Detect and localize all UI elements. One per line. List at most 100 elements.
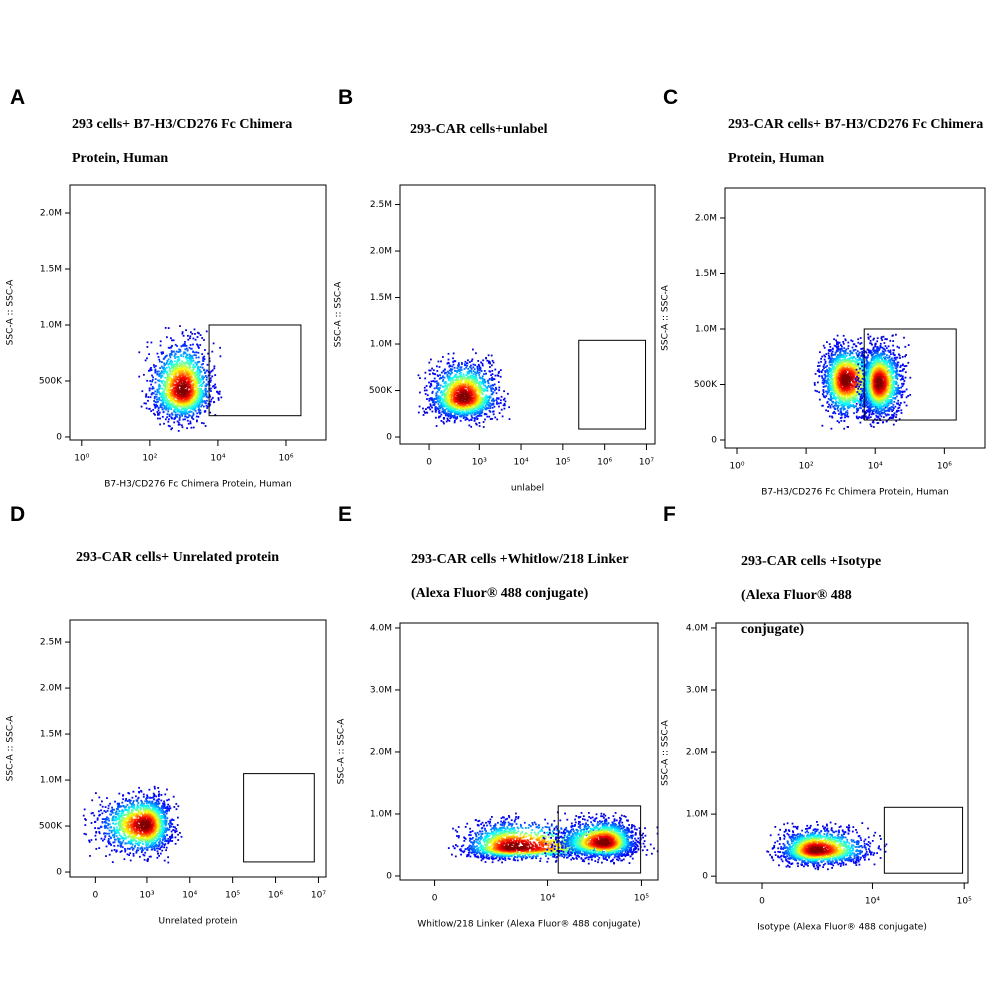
event: [448, 384, 450, 386]
event: [828, 376, 831, 378]
event: [162, 351, 164, 354]
event: [466, 386, 469, 389]
event: [171, 383, 174, 385]
event: [856, 365, 859, 368]
event: [195, 391, 198, 394]
event: [182, 380, 185, 383]
event: [477, 398, 480, 400]
event: [158, 385, 160, 388]
event: [491, 369, 494, 372]
event: [451, 372, 453, 374]
event: [185, 409, 188, 412]
event: [488, 397, 491, 399]
event: [837, 345, 840, 348]
event: [184, 379, 186, 382]
event: [193, 390, 196, 392]
event: [179, 370, 182, 373]
event: [174, 376, 177, 379]
event: [449, 368, 452, 370]
event: [822, 404, 824, 407]
event: [847, 364, 849, 367]
event: [468, 378, 471, 380]
event: [470, 374, 472, 377]
event: [862, 375, 864, 378]
event: [831, 381, 834, 384]
event: [178, 348, 180, 351]
event: [478, 367, 481, 370]
event: [205, 383, 208, 386]
event: [853, 412, 855, 415]
event: [428, 406, 431, 409]
event: [182, 355, 185, 358]
event: [491, 373, 494, 375]
event: [467, 384, 470, 387]
event: [192, 412, 195, 415]
event: [838, 395, 841, 398]
event: [835, 402, 837, 405]
event: [210, 387, 212, 390]
event: [482, 379, 484, 382]
event: [180, 401, 183, 404]
event: [476, 417, 479, 420]
event: [196, 387, 199, 389]
event: [148, 353, 150, 356]
event: [435, 416, 437, 419]
event: [207, 403, 210, 405]
event: [186, 382, 188, 385]
event: [170, 381, 172, 383]
event: [164, 418, 167, 421]
event: [180, 370, 183, 373]
event: [850, 352, 852, 354]
event: [447, 358, 450, 361]
event: [478, 369, 481, 372]
event: [441, 397, 443, 400]
event: [171, 395, 173, 398]
event: [840, 354, 843, 357]
event: [153, 364, 155, 366]
event: [202, 358, 205, 360]
event: [451, 385, 454, 387]
event: [156, 370, 158, 373]
event: [462, 373, 465, 376]
event: [488, 415, 491, 418]
event: [146, 357, 148, 360]
event: [187, 334, 189, 337]
event: [487, 384, 490, 387]
event: [201, 390, 204, 392]
event: [181, 375, 184, 377]
event: [478, 402, 481, 405]
event: [175, 350, 178, 353]
event: [140, 405, 143, 408]
event: [156, 401, 158, 404]
event: [869, 423, 872, 426]
event: [442, 398, 445, 401]
event: [452, 409, 455, 411]
event: [150, 393, 153, 395]
event: [163, 390, 165, 393]
event: [829, 345, 832, 348]
event: [176, 404, 179, 407]
event: [440, 391, 442, 394]
event: [450, 389, 452, 392]
event: [181, 407, 184, 410]
event: [849, 398, 852, 401]
event: [451, 402, 454, 405]
event: [858, 361, 861, 364]
event: [819, 398, 821, 401]
event: [452, 380, 455, 383]
x-tick-label: 10⁴: [514, 458, 529, 468]
event: [469, 387, 472, 390]
event: [177, 423, 180, 426]
event: [176, 382, 179, 385]
event: [166, 354, 168, 357]
event: [482, 389, 485, 392]
event: [193, 380, 196, 383]
event: [196, 344, 199, 347]
event: [457, 362, 460, 365]
event: [465, 418, 468, 420]
event: [480, 361, 482, 364]
event: [191, 389, 194, 392]
event: [436, 385, 438, 387]
event: [485, 413, 488, 416]
